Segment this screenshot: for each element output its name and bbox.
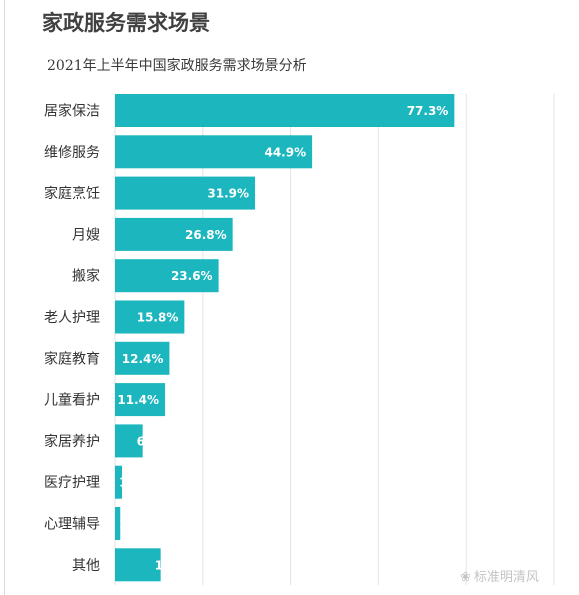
watermark-text: 标准明清风 <box>473 570 539 585</box>
category-label: 老人护理 <box>44 310 100 326</box>
bar <box>115 259 219 293</box>
bar <box>115 424 143 458</box>
category-label: 居家保洁 <box>44 103 100 120</box>
category-label: 家庭教育 <box>44 350 100 367</box>
bar <box>115 341 170 375</box>
value-label: 77.3% <box>407 104 449 118</box>
bar <box>115 300 185 334</box>
bar <box>115 135 313 169</box>
bar <box>115 176 256 210</box>
value-label: 23.6% <box>171 269 213 283</box>
value-label: 12.4% <box>122 352 164 366</box>
bar <box>115 507 121 540</box>
category-label: 家居养护 <box>44 433 100 450</box>
gridlines <box>114 94 555 585</box>
category-label: 家庭烹饪 <box>44 185 100 202</box>
value-label: 26.8% <box>185 228 227 242</box>
value-label: 31.9% <box>207 187 249 201</box>
value-label: 1.6% <box>119 476 152 490</box>
bar <box>115 465 123 499</box>
value-label: 10.4% <box>155 558 197 572</box>
value-label: 11.4% <box>117 393 159 407</box>
bar <box>115 94 455 127</box>
chart-title: 家政服务需求场景 <box>42 11 210 35</box>
category-label: 其他 <box>72 558 100 574</box>
value-labels: 77.3% 44.9% 31.9% 26.8% 23.6% 15.8% 12.4% 11.4%… <box>117 104 448 572</box>
frame-border <box>4 0 5 595</box>
value-label: 6.3% <box>137 434 170 448</box>
category-label: 维修服务 <box>44 145 100 161</box>
category-label: 儿童看护 <box>44 392 100 409</box>
bars <box>115 94 455 582</box>
category-labels: 居家保洁维修服务家庭烹饪月嫂搬家老人护理家庭教育儿童看护家居养护医疗护理心理辅导… <box>44 103 100 574</box>
value-label: 44.9% <box>264 145 306 159</box>
value-label: 1.2% <box>119 517 152 531</box>
value-label: 15.8% <box>137 311 179 325</box>
bar <box>115 548 161 582</box>
watermark-logo-icon: ❀ <box>460 570 471 585</box>
chart-subtitle: 2021年上半年中国家政服务需求场景分析 <box>47 58 307 74</box>
category-label: 医疗护理 <box>44 475 100 491</box>
category-label: 月嫂 <box>72 227 100 243</box>
category-label: 搬家 <box>72 268 100 285</box>
bar <box>115 217 233 251</box>
category-label: 心理辅导 <box>44 517 100 533</box>
bar <box>115 383 166 417</box>
watermark: ❀ 标准明清风 <box>460 566 539 585</box>
